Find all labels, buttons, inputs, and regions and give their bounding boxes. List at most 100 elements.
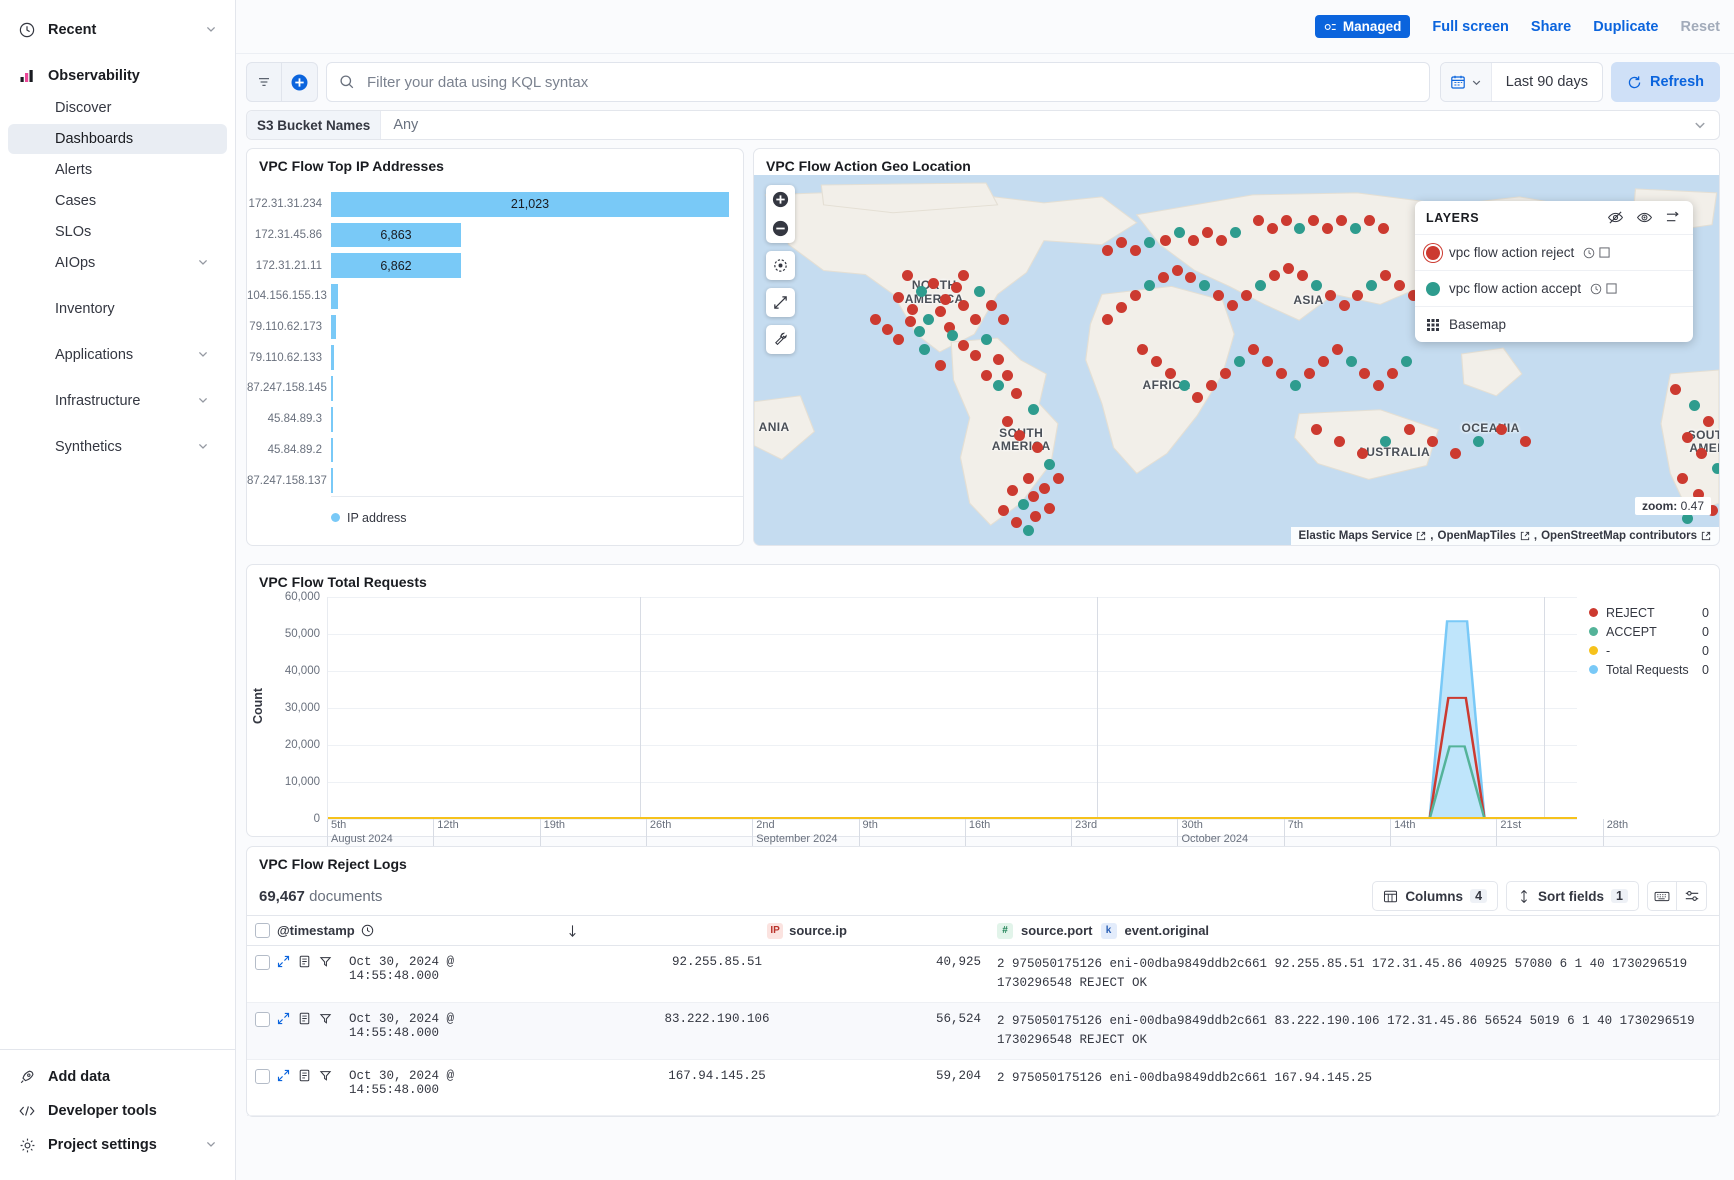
map-data-point[interactable]: [1364, 214, 1376, 226]
map-data-point[interactable]: [1677, 473, 1689, 485]
map-data-point[interactable]: [1213, 290, 1225, 302]
map-data-point[interactable]: [1387, 367, 1399, 379]
bar-fill[interactable]: [331, 345, 334, 371]
bar-fill[interactable]: [331, 284, 338, 309]
chevron-down-icon[interactable]: [205, 1138, 219, 1152]
full-screen-button[interactable]: Full screen: [1432, 18, 1509, 35]
map-data-point[interactable]: [1248, 344, 1260, 356]
map-data-point[interactable]: [1101, 244, 1113, 256]
column-header-source-port[interactable]: source.port: [1021, 923, 1093, 938]
document-icon[interactable]: [298, 1069, 311, 1115]
bar-chart-row[interactable]: 172.31.31.234 21,023: [247, 189, 729, 220]
map-data-point[interactable]: [1115, 302, 1127, 314]
map-data-point[interactable]: [969, 314, 981, 326]
bar-chart-row[interactable]: 45.84.89.2: [247, 435, 729, 466]
map-data-point[interactable]: [992, 379, 1004, 391]
sidebar-group-observability[interactable]: Observability: [0, 60, 235, 92]
filter-options-button[interactable]: [246, 62, 282, 102]
map-data-point[interactable]: [946, 330, 958, 342]
map-data-point[interactable]: [1159, 234, 1171, 246]
control-value[interactable]: Any: [393, 117, 419, 133]
map-data-point[interactable]: [939, 294, 951, 306]
map-data-point[interactable]: [1366, 280, 1378, 292]
layer-item[interactable]: vpc flow action accept: [1415, 271, 1693, 307]
expand-icon[interactable]: [277, 1069, 290, 1115]
table-row[interactable]: Oct 30, 2024 @ 14:55:48.000 167.94.145.25…: [247, 1060, 1719, 1116]
map-data-point[interactable]: [1185, 272, 1197, 284]
column-header-source-ip[interactable]: IP source.ip: [617, 922, 997, 939]
map-data-point[interactable]: [1206, 379, 1218, 391]
bar-fill[interactable]: [331, 376, 334, 401]
bar-fill[interactable]: [331, 314, 337, 340]
map-data-point[interactable]: [1345, 356, 1357, 368]
map-data-point[interactable]: [974, 286, 986, 298]
map-data-point[interactable]: [981, 369, 993, 381]
map-data-point[interactable]: [958, 270, 970, 282]
map-data-point[interactable]: [958, 300, 970, 312]
duplicate-button[interactable]: Duplicate: [1593, 18, 1659, 35]
map-data-point[interactable]: [1053, 473, 1065, 485]
sidebar-item-alerts[interactable]: Alerts: [8, 155, 227, 185]
map-data-point[interactable]: [1380, 270, 1392, 282]
map-data-point[interactable]: [1275, 367, 1287, 379]
map-data-point[interactable]: [1403, 423, 1415, 435]
map-data-point[interactable]: [958, 340, 970, 352]
show-all-layers-icon[interactable]: [1636, 210, 1653, 225]
filter-icon[interactable]: [319, 955, 332, 1002]
map-data-point[interactable]: [1027, 491, 1039, 503]
map-data-point[interactable]: [907, 304, 919, 316]
map-data-point[interactable]: [1011, 387, 1023, 399]
chevron-down-icon[interactable]: [205, 23, 219, 37]
map-data-point[interactable]: [1670, 383, 1682, 395]
sidebar-item-infrastructure[interactable]: Infrastructure: [8, 386, 227, 416]
expand-icon[interactable]: [277, 955, 290, 1002]
map-data-point[interactable]: [985, 300, 997, 312]
map-data-point[interactable]: [1115, 236, 1127, 248]
map-data-point[interactable]: [1215, 234, 1227, 246]
map-data-point[interactable]: [1303, 367, 1315, 379]
expand-icon[interactable]: [277, 1012, 290, 1059]
column-header-event-original[interactable]: event.original: [1124, 923, 1210, 938]
map-data-point[interactable]: [1449, 447, 1461, 459]
map-data-point[interactable]: [1201, 226, 1213, 238]
legend-item[interactable]: Total Requests 0: [1589, 660, 1709, 679]
keyboard-icon[interactable]: [1647, 881, 1677, 911]
map-data-point[interactable]: [1322, 222, 1334, 234]
row-checkbox[interactable]: [247, 1003, 277, 1059]
map-data-point[interactable]: [1199, 280, 1211, 292]
chevron-down-icon[interactable]: [1693, 118, 1719, 132]
map-data-point[interactable]: [1373, 379, 1385, 391]
map-data-point[interactable]: [1136, 344, 1148, 356]
document-icon[interactable]: [298, 1012, 311, 1059]
bar-fill[interactable]: 21,023: [331, 192, 729, 217]
map-data-point[interactable]: [1378, 222, 1389, 234]
map-data-point[interactable]: [1002, 369, 1014, 381]
map-data-point[interactable]: [1408, 290, 1420, 302]
map-data-point[interactable]: [1266, 222, 1278, 234]
map-data-point[interactable]: [1426, 435, 1438, 447]
bar-fill[interactable]: 6,862: [331, 253, 461, 279]
map-data-point[interactable]: [1296, 270, 1308, 282]
chevron-down-icon[interactable]: [197, 440, 211, 454]
bar-chart-row[interactable]: 104.156.155.13: [247, 281, 729, 312]
map-data-point[interactable]: [902, 270, 914, 282]
layer-visibility-checkbox[interactable]: [1599, 247, 1610, 258]
map-data-point[interactable]: [1280, 214, 1292, 226]
zoom-in-icon[interactable]: [766, 185, 795, 214]
filter-icon[interactable]: [319, 1069, 332, 1115]
map-data-point[interactable]: [893, 292, 905, 304]
legend-item[interactable]: -0: [1589, 641, 1709, 660]
map-data-point[interactable]: [914, 326, 926, 338]
map-data-point[interactable]: [1331, 344, 1343, 356]
map-data-point[interactable]: [1695, 447, 1707, 459]
map-data-point[interactable]: [1401, 356, 1413, 368]
refresh-button[interactable]: Refresh: [1611, 62, 1720, 102]
map-data-point[interactable]: [1681, 513, 1693, 525]
map-data-point[interactable]: [923, 314, 935, 326]
map-data-point[interactable]: [1681, 431, 1693, 443]
map-data-point[interactable]: [1310, 280, 1322, 292]
date-range-value[interactable]: Last 90 days: [1505, 74, 1588, 90]
document-icon[interactable]: [298, 955, 311, 1002]
map-data-point[interactable]: [1023, 473, 1035, 485]
map-data-point[interactable]: [1157, 272, 1169, 284]
